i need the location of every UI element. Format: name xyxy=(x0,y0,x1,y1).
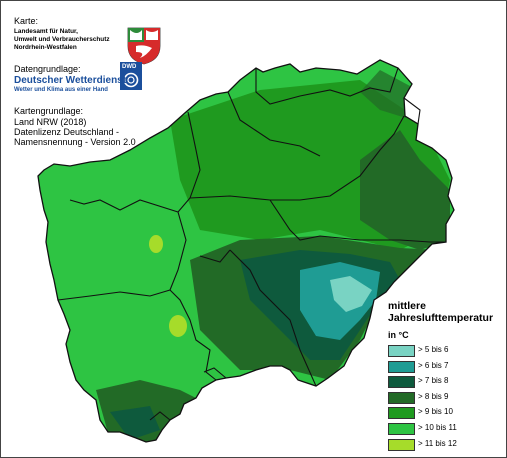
legend-swatch xyxy=(388,438,415,451)
karte-label: Karte: xyxy=(14,16,39,26)
legend-title-line-1: mittlere xyxy=(388,300,426,312)
legend-label: > 9 bis 10 xyxy=(418,407,453,417)
legend-swatch xyxy=(388,423,415,435)
nrw-coat-of-arms-icon xyxy=(127,27,161,65)
kartengrundlage-line-3: Namensnennung - Version 2.0 xyxy=(14,137,136,147)
legend-title-line-2: Jahreslufttemperatur xyxy=(388,312,494,324)
legend-swatch xyxy=(388,407,415,420)
dwd-name: Deutscher Wetterdienst xyxy=(14,75,127,86)
dwd-logo-text: DWD xyxy=(122,64,137,70)
karte-line-2: Umwelt und Verbraucherschutz xyxy=(14,36,110,43)
legend-swatch xyxy=(388,391,415,404)
legend-label: > 8 bis 9 xyxy=(418,391,449,401)
karte-line-1: Landesamt für Natur, xyxy=(14,28,78,35)
kartengrundlage-line-2: Datenlizenz Deutschland - xyxy=(14,127,120,137)
legend-swatch xyxy=(388,345,415,357)
datengrundlage-label: Datengrundlage: xyxy=(14,64,81,74)
legend-swatch xyxy=(388,376,415,389)
kartengrundlage-line-1: Land NRW (2018) xyxy=(14,117,87,127)
kartengrundlage-label: Kartengrundlage: xyxy=(14,106,84,116)
legend-label: > 6 bis 7 xyxy=(418,360,449,370)
karte-line-3: Nordrhein-Westfalen xyxy=(14,44,77,51)
dwd-tagline: Wetter und Klima aus einer Hand xyxy=(14,87,108,93)
dwd-logo-icon xyxy=(120,62,142,90)
legend-label: > 11 bis 12 xyxy=(418,438,457,448)
legend-swatch xyxy=(388,360,415,373)
legend-label: > 5 bis 6 xyxy=(418,345,449,354)
legend-label: > 7 bis 8 xyxy=(418,376,449,386)
legend-unit: in °C xyxy=(388,330,409,340)
legend-label: > 10 bis 11 xyxy=(418,423,457,432)
